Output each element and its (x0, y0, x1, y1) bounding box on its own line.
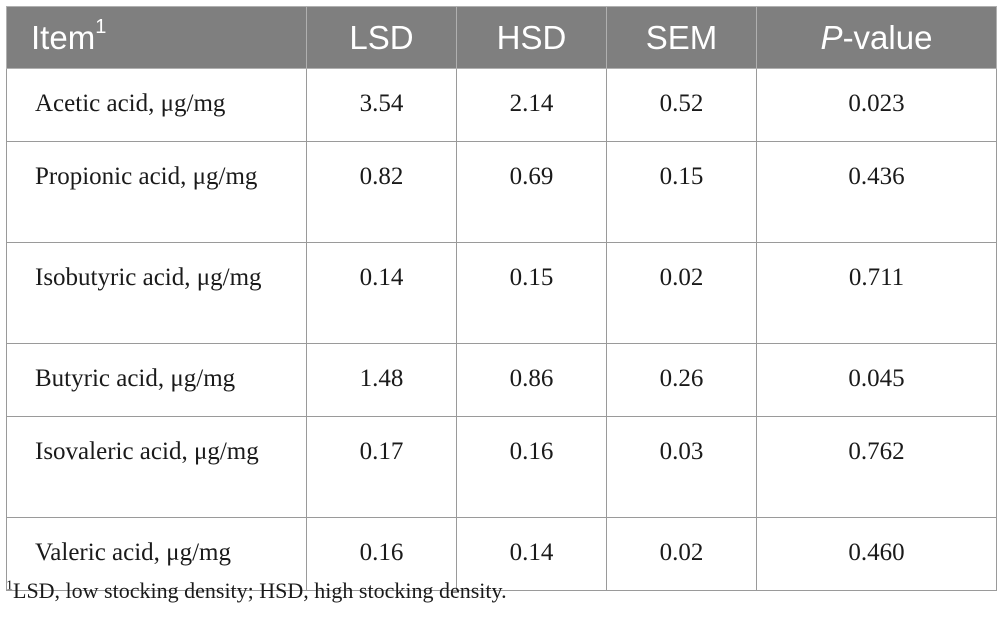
cell-item: Valeric acid, μg/mg (6, 517, 307, 591)
table-row: Butyric acid, μg/mg 1.48 0.86 0.26 0.045 (6, 343, 997, 417)
cell-hsd: 0.16 (456, 416, 607, 518)
table-row: Isobutyric acid, μg/mg 0.14 0.15 0.02 0.… (6, 242, 997, 344)
cell-p-value: 0.762 (756, 416, 997, 518)
cell-p-value: 0.023 (756, 68, 997, 142)
cell-lsd: 3.54 (306, 68, 457, 142)
cell-item: Acetic acid, μg/mg (6, 68, 307, 142)
cell-item: Isobutyric acid, μg/mg (6, 242, 307, 344)
cell-hsd: 2.14 (456, 68, 607, 142)
cell-lsd: 1.48 (306, 343, 457, 417)
header-item-footnote-marker: 1 (95, 15, 107, 38)
cell-sem: 0.03 (606, 416, 757, 518)
table-body: Acetic acid, μg/mg 3.54 2.14 0.52 0.023 … (6, 68, 997, 591)
header-row: Item1 LSD HSD SEM P-value (6, 6, 997, 69)
table-row: Propionic acid, μg/mg 0.82 0.69 0.15 0.4… (6, 141, 997, 243)
vfa-table: Item1 LSD HSD SEM P-value Acetic acid, μ… (6, 6, 997, 591)
cell-p-value: 0.711 (756, 242, 997, 344)
cell-hsd: 0.14 (456, 517, 607, 591)
cell-lsd: 0.14 (306, 242, 457, 344)
header-lsd: LSD (306, 6, 457, 69)
header-p-rest: -value (842, 18, 933, 56)
data-table-container: Item1 LSD HSD SEM P-value Acetic acid, μ… (6, 6, 997, 591)
cell-hsd: 0.69 (456, 141, 607, 243)
cell-p-value: 0.436 (756, 141, 997, 243)
cell-p-value: 0.460 (756, 517, 997, 591)
cell-sem: 0.52 (606, 68, 757, 142)
table-row: Acetic acid, μg/mg 3.54 2.14 0.52 0.023 (6, 68, 997, 142)
cell-p-value: 0.045 (756, 343, 997, 417)
cell-sem: 0.26 (606, 343, 757, 417)
footnote-text: LSD, low stocking density; HSD, high sto… (13, 578, 507, 603)
cell-lsd: 0.16 (306, 517, 457, 591)
cell-lsd: 0.82 (306, 141, 457, 243)
cell-sem: 0.15 (606, 141, 757, 243)
table-row: Valeric acid, μg/mg 0.16 0.14 0.02 0.460 (6, 517, 997, 591)
cell-lsd: 0.17 (306, 416, 457, 518)
header-p-italic: P (820, 18, 843, 56)
footnote-marker: 1 (6, 578, 13, 594)
cell-sem: 0.02 (606, 242, 757, 344)
table-footnote: 1LSD, low stocking density; HSD, high st… (6, 578, 507, 604)
cell-hsd: 0.15 (456, 242, 607, 344)
table-header: Item1 LSD HSD SEM P-value (6, 6, 997, 69)
header-item-label: Item (31, 18, 96, 56)
header-hsd: HSD (456, 6, 607, 69)
header-p-value: P-value (756, 6, 997, 69)
cell-sem: 0.02 (606, 517, 757, 591)
cell-item: Propionic acid, μg/mg (6, 141, 307, 243)
header-item: Item1 (6, 6, 307, 69)
header-sem: SEM (606, 6, 757, 69)
table-row: Isovaleric acid, μg/mg 0.17 0.16 0.03 0.… (6, 416, 997, 518)
cell-hsd: 0.86 (456, 343, 607, 417)
cell-item: Butyric acid, μg/mg (6, 343, 307, 417)
cell-item: Isovaleric acid, μg/mg (6, 416, 307, 518)
